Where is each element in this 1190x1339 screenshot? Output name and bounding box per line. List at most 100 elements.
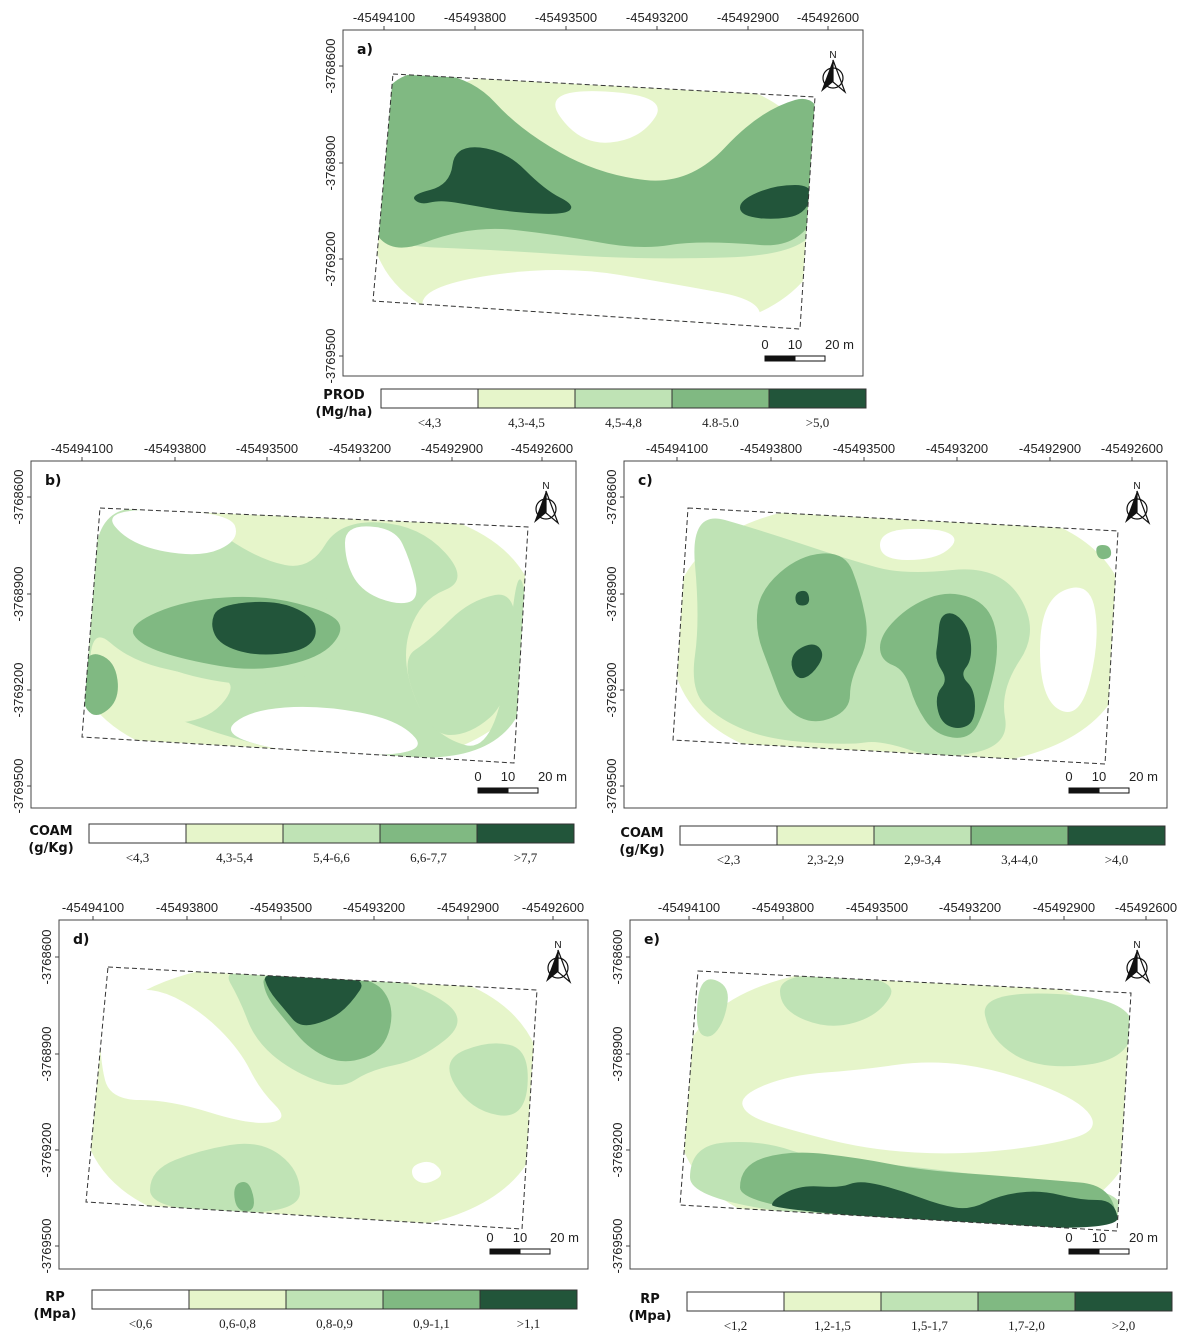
y-tick-label: -3768600 [610,930,625,985]
x-tick-label: -45494100 [658,900,720,915]
scale-label: 10 [501,769,515,784]
north-arrow-icon: N [1125,940,1151,984]
legend-swatch [1074,1291,1173,1312]
y-tick-label: -3769200 [604,663,619,718]
legend-class-label: <2,3 [717,852,741,867]
legend-swatch [476,823,575,844]
legend-swatch [1067,825,1166,846]
zone-c5 [264,972,362,1026]
scale-bar: 0 10 20 m [486,1230,579,1255]
y-tick-label: -3769500 [39,1219,54,1274]
panel-label: c) [638,473,653,489]
x-tick-label: -45493800 [144,441,206,456]
legend: <4,3 4,3-4,5 4,5-4,8 4.8-5.0 >5,0 PROD (Mg/ha) [316,388,867,430]
legend-swatch [91,1289,190,1310]
y-tick-label: -3768900 [39,1027,54,1082]
zone-c1 [1040,587,1097,712]
x-tick-label: -45493500 [833,441,895,456]
zone-c4 [234,1182,254,1212]
x-tick-label: -45493200 [926,441,988,456]
zone-c1 [230,706,418,755]
field-boundary [679,970,1132,1232]
legend-swatch [686,1291,785,1312]
x-tick-label: -45493800 [740,441,802,456]
legend-class-label: >2,0 [1112,1318,1136,1333]
zone-c4 [756,553,867,722]
legend-swatch [88,823,187,844]
legend-swatch [282,823,381,844]
x-tick-label: -45494100 [646,441,708,456]
scale-bar: 0 10 20 m [474,769,567,794]
legend-class-label: 3,4-4,0 [1001,852,1038,867]
x-tick-label: -45492900 [717,10,779,25]
zone-c3 [984,993,1131,1067]
field-zones [673,508,1118,764]
scale-label: 0 [761,337,768,352]
zone-c3 [780,974,892,1026]
legend-swatch [880,1291,979,1312]
legend-title: COAM [29,824,72,839]
legend-class-label: 4,3-4,5 [508,415,545,430]
y-tick-label: -3768900 [11,567,26,622]
y-tick-label: -3769500 [604,759,619,814]
x-tick-label: -45492600 [522,900,584,915]
x-tick-label: -45492900 [1033,900,1095,915]
legend-unit: (g/Kg) [28,841,73,856]
panel-b: -45494100 -45493800 -45493500 -45493200 -454… [11,441,577,865]
north-label: N [542,481,549,492]
north-label: N [1133,481,1140,492]
scale-label: 10 [513,1230,527,1245]
legend-swatch [479,1289,578,1310]
legend-title: COAM [620,826,663,841]
legend-unit: (g/Kg) [619,843,664,858]
panel-d: -45494100 -45493800 -45493500 -45493200 -454… [34,900,589,1331]
legend-class-label: 4,3-5,4 [216,850,253,865]
scale-label: 0 [474,769,481,784]
scale-label: 10 [1092,1230,1106,1245]
legend-unit: (Mg/ha) [316,405,373,420]
legend-swatch [977,1291,1076,1312]
x-tick-label: -45492900 [1019,441,1081,456]
north-label: N [554,940,561,951]
legend-swatch [285,1289,384,1310]
x-tick-label: -45492600 [1101,441,1163,456]
legend-class-label: 4,5-4,8 [605,415,642,430]
legend-class-label: >5,0 [806,415,830,430]
field-zones [86,967,537,1229]
zone-c2 [90,637,231,724]
zone-c3 [449,1043,528,1116]
legend-swatch [185,823,284,844]
legend-class-label: 4.8-5.0 [702,415,739,430]
x-tick-label: -45493500 [250,900,312,915]
legend-class-label: >7,7 [514,850,538,865]
legend-class-label: >1,1 [517,1316,541,1331]
north-label: N [1133,940,1140,951]
x-tick-label: -45493500 [535,10,597,25]
zone-c5 [740,185,811,219]
scale-label: 0 [486,1230,493,1245]
x-tick-label: -45492900 [437,900,499,915]
scale-label: 0 [1065,1230,1072,1245]
legend-class-label: <1,2 [724,1318,748,1333]
legend-class-label: 0,8-0,9 [316,1316,353,1331]
panel-label: e) [644,932,660,948]
x-tick-label: -45493800 [752,900,814,915]
y-tick-label: -3768900 [610,1027,625,1082]
legend-swatch [671,388,770,409]
scale-label: 20 m [825,337,854,352]
legend-class-label: <4,3 [418,415,442,430]
zone-c1 [100,989,282,1123]
field-boundary [85,966,538,1230]
zone-c1 [412,1161,442,1183]
panel-c: -45494100 -45493800 -45493500 -45493200 -454… [604,441,1168,867]
legend-swatch [783,1291,882,1312]
zone-c3 [696,979,728,1037]
x-tick-label: -45493500 [846,900,908,915]
zone-c5 [791,644,823,679]
panel-label: a) [357,42,373,58]
legend-swatch [382,1289,481,1310]
field-boundary [81,507,529,764]
y-tick-label: -3768600 [39,930,54,985]
legend-class-label: 1,5-1,7 [911,1318,948,1333]
legend-swatch [679,825,778,846]
